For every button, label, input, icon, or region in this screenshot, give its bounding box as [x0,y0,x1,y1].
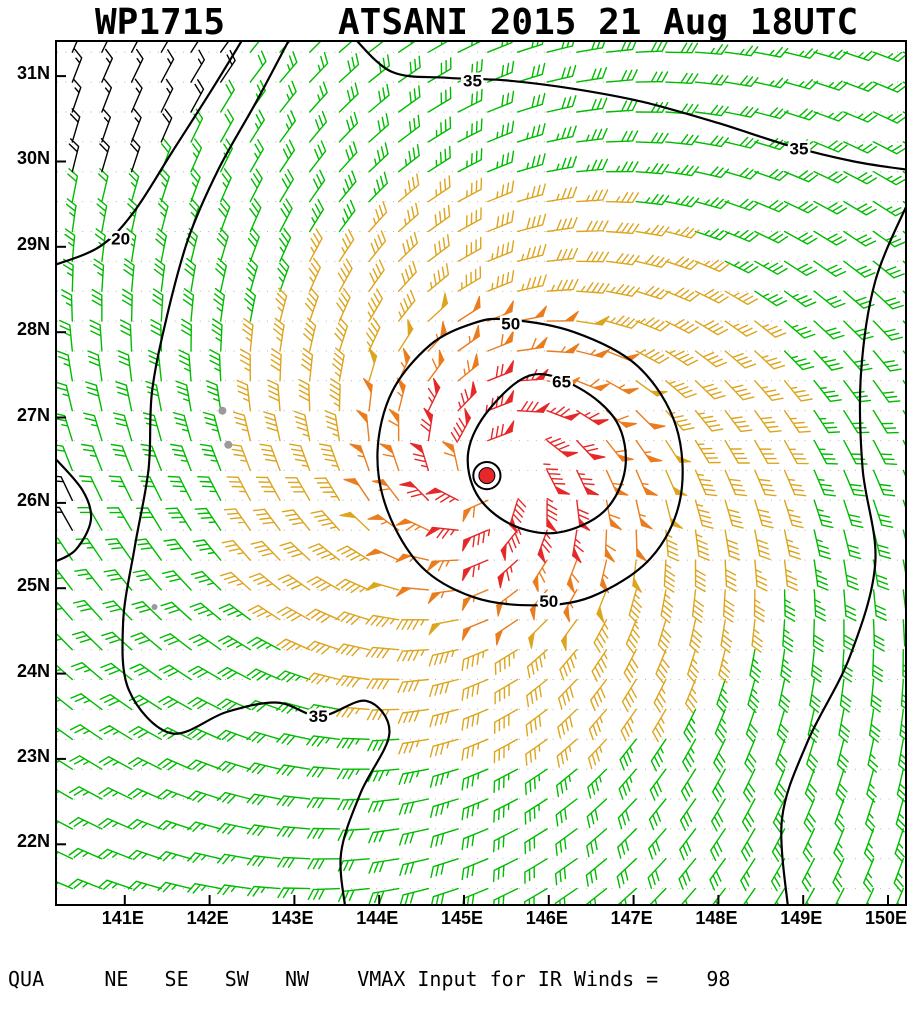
svg-text:35: 35 [790,140,809,159]
lon-label: 148E [695,908,738,928]
page-title: ATSANI 2015 21 Aug 18UTC [338,2,859,43]
lon-label: 145E [441,908,484,928]
lat-label: 24N [16,660,50,681]
quadrant-header-line: QUA NE SE SW NW VMAX Input for IR Winds … [8,967,731,991]
svg-text:50: 50 [501,315,520,334]
lon-label: 150E [865,908,908,928]
lat-label: 27N [16,404,50,425]
svg-text:20: 20 [111,229,130,248]
lat-label: 31N [16,63,50,84]
lon-label: 144E [356,908,399,928]
lat-label: 23N [16,745,50,766]
lon-label: 146E [525,908,568,928]
stats-footer: QUA NE SE SW NW VMAX Input for IR Winds … [8,924,827,1014]
lat-label: 22N [16,831,50,852]
svg-text:35: 35 [463,71,482,90]
svg-text:50: 50 [539,592,558,611]
lon-label: 143E [271,908,314,928]
lon-label: 147E [610,908,653,928]
wind-barb-map: 20 35 35 35 50 50 65 [55,40,907,906]
lat-label: 30N [16,148,50,169]
map-canvas: 20 35 35 35 50 50 65 [57,42,905,904]
lat-label: 26N [16,489,50,510]
lon-label: 141E [101,908,144,928]
svg-text:65: 65 [552,373,571,392]
lat-label: 28N [16,319,50,340]
lat-label: 25N [16,575,50,596]
lon-label: 142E [186,908,229,928]
storm-id: WP1715 [95,2,226,43]
svg-text:35: 35 [309,707,328,726]
lon-label: 149E [780,908,823,928]
lat-label: 29N [16,233,50,254]
